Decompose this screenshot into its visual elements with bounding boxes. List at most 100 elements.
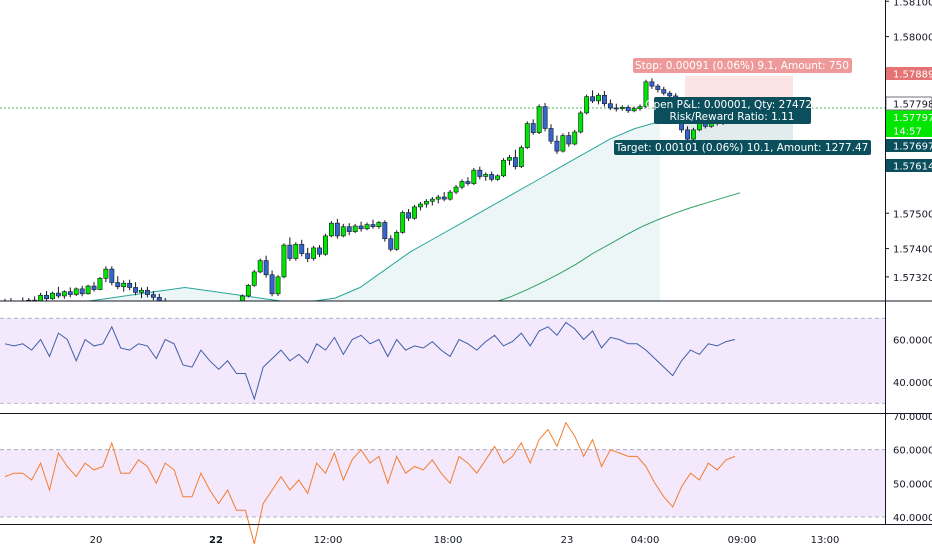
candle-body	[3, 302, 7, 304]
price-tag-bg	[885, 96, 932, 111]
candle-body	[38, 294, 44, 301]
rsi-band	[0, 318, 885, 404]
candle-body	[127, 282, 133, 288]
candle-body	[15, 302, 19, 306]
candle-body	[352, 225, 358, 232]
candle-body	[103, 268, 109, 279]
candle-body	[44, 294, 49, 300]
candle-body	[175, 304, 179, 307]
candle-body	[281, 244, 287, 278]
candle-body	[501, 159, 506, 177]
candle-body	[358, 225, 364, 230]
candle-body	[465, 181, 471, 184]
candle-body	[429, 198, 435, 202]
price-tag-bg	[886, 159, 932, 172]
stop-label-bg	[633, 58, 852, 73]
candle-body	[489, 174, 495, 180]
candle-body	[542, 106, 548, 129]
candle-body	[435, 196, 441, 200]
candle-body	[370, 224, 376, 227]
candle-body	[596, 94, 601, 102]
candle-body	[578, 112, 584, 133]
slow-ma-line	[496, 192, 741, 301]
price-tick-label: 1.58100	[893, 0, 932, 8]
candle-body	[21, 302, 25, 304]
candle-body	[477, 169, 483, 177]
candle-body	[293, 244, 299, 259]
open-pnl-text: Open P&L: 0.00001, Qty: 274725	[645, 99, 819, 111]
cci-tick: 40.0000	[893, 513, 932, 524]
candle-body	[631, 108, 637, 112]
rsi-tick: 40.0000	[893, 378, 932, 389]
candle-body	[530, 123, 536, 134]
candle-body	[311, 247, 317, 259]
candle-body	[560, 135, 566, 152]
candle-body	[364, 224, 370, 230]
open-pnl-bg	[654, 97, 811, 124]
candle-body	[109, 268, 115, 283]
candle-body	[691, 129, 696, 140]
target-label-text: Target: 0.00101 (0.06%) 10.1, Amount: 12…	[615, 142, 869, 154]
candle-body	[554, 140, 560, 152]
candle-body	[512, 157, 518, 167]
candle-body	[328, 222, 334, 237]
price-tag-label: 1.57614	[893, 162, 932, 173]
candle-body	[459, 181, 465, 188]
time-tick-label: 18:00	[434, 535, 463, 546]
candle-body	[643, 81, 649, 107]
candle-body	[619, 106, 625, 109]
price-tick-label: 1.57400	[893, 245, 932, 256]
price-tag-label: 14:57	[893, 127, 922, 138]
cci-line	[4, 421, 736, 545]
candle-body	[471, 169, 477, 184]
candle-body	[239, 295, 245, 301]
stop-label: Stop: 0.00091 (0.06%) 9.1, Amount: 750	[633, 58, 852, 73]
candle-body	[625, 106, 631, 112]
candle-body	[73, 288, 79, 295]
candle-body	[97, 277, 103, 290]
price-tag-label: 1.57798	[893, 100, 932, 111]
price-tag-bg	[886, 124, 932, 137]
candle-body	[85, 285, 91, 295]
candle-body	[150, 294, 156, 298]
cci-band	[0, 449, 885, 518]
candle-body	[400, 212, 406, 233]
candle-body	[55, 292, 61, 297]
candle-body	[447, 191, 453, 200]
candle-body	[685, 129, 690, 140]
candle-body	[590, 96, 595, 102]
candle-body	[91, 285, 97, 290]
candle-body	[649, 81, 655, 87]
candle-body	[518, 147, 524, 167]
candle-body	[50, 292, 55, 300]
candle-body	[79, 288, 85, 295]
candle-body	[655, 85, 661, 90]
candle-body	[566, 135, 572, 145]
candle-body	[507, 157, 512, 161]
candle-body	[536, 106, 542, 134]
time-tick-label: 13:00	[811, 535, 840, 546]
time-tick-label: 12:00	[314, 535, 343, 546]
candle-body	[584, 96, 590, 114]
candle-body	[334, 222, 340, 237]
candle-body	[406, 212, 412, 219]
time-tick-label: 23	[561, 535, 574, 546]
candle-body	[299, 244, 305, 254]
candle-body	[9, 302, 13, 306]
candle-body	[199, 307, 203, 310]
rsi-line	[4, 321, 736, 401]
candle-body	[613, 107, 619, 110]
candle-body	[181, 304, 185, 308]
candle-body	[305, 253, 311, 259]
cci-tick: 60.0000	[893, 446, 932, 457]
time-tick-label: 09:00	[728, 535, 757, 546]
candle-body	[441, 196, 447, 200]
candle-body	[67, 291, 73, 295]
target-label-bg	[614, 140, 871, 155]
candle-body	[524, 123, 530, 148]
candle-body	[340, 226, 346, 237]
cci-tick: 50.0000	[893, 479, 932, 490]
candle-body	[169, 304, 173, 308]
candle-body	[251, 271, 257, 286]
